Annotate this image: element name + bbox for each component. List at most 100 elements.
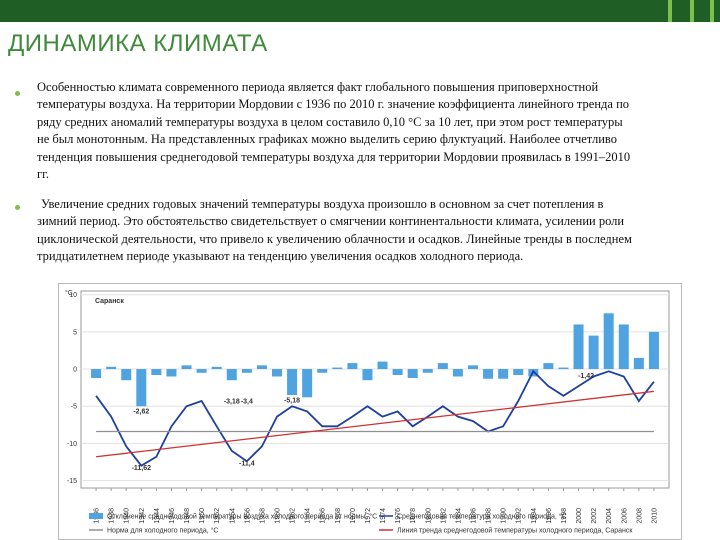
x-tick-label: 1988 (486, 508, 493, 524)
bar (211, 366, 222, 370)
series-line (95, 369, 655, 467)
bar (437, 363, 448, 370)
bar (317, 369, 328, 373)
y-tick-label: 5 (73, 329, 77, 336)
x-tick-label: 1982 (440, 508, 447, 524)
y-tick-label: 10 (69, 292, 77, 299)
x-tick-label: 1970 (350, 508, 357, 524)
x-tick-label: 1948 (184, 508, 191, 524)
bar (377, 361, 388, 370)
chart: 1050-5-10-15°ССаранск1936193819401942194… (58, 283, 682, 540)
bar (121, 369, 132, 381)
bar (166, 369, 177, 377)
location-label: Саранск (95, 298, 124, 305)
x-tick-label: 2004 (606, 508, 613, 524)
stripe (710, 0, 714, 22)
bar (407, 369, 418, 378)
bar (633, 357, 644, 370)
y-tick-label: -5 (71, 404, 77, 411)
x-tick-label: 1992 (516, 508, 523, 524)
y-tick-label: -15 (67, 478, 77, 485)
x-tick-label: 1980 (425, 508, 432, 524)
x-tick-label: 1968 (335, 508, 342, 524)
x-tick-label: 1972 (365, 508, 372, 524)
bar (226, 369, 237, 381)
x-tick-label: 1966 (320, 508, 327, 524)
plot-area (80, 290, 670, 489)
series-line (96, 390, 654, 458)
x-tick-label: 1994 (531, 508, 538, 524)
bullet-text: Увеличение средних годовых значений темп… (37, 197, 632, 264)
y-unit: °С (65, 289, 73, 297)
x-tick-label: 2000 (576, 508, 583, 524)
bar (136, 369, 147, 407)
x-tick-label: 1978 (410, 508, 417, 524)
x-tick-label: 2006 (621, 508, 628, 524)
x-tick-label: 2002 (591, 508, 598, 524)
bar (483, 369, 494, 379)
annotation: -2,62 (133, 409, 149, 416)
x-tick-label: 1958 (259, 508, 266, 524)
legend-label: Норма для холодного периода, °С (107, 527, 219, 535)
bar (498, 369, 509, 379)
x-tick-label: 1996 (546, 508, 553, 524)
bar (196, 369, 207, 373)
bullet-dot (15, 91, 20, 96)
x-tick-label: 2010 (651, 508, 658, 524)
legend-label: Линия тренда среднегодовой температуры х… (397, 527, 633, 535)
bar (618, 324, 629, 370)
bar (256, 365, 267, 370)
bar (91, 369, 102, 378)
bar (272, 369, 282, 377)
bullet-text: Особенностью климата современного период… (37, 80, 631, 182)
annotation: -3,18 (224, 398, 240, 405)
bar (287, 369, 298, 396)
legend-label: Отклонение среднегодовой температуры воз… (107, 513, 377, 521)
bar (181, 365, 192, 370)
annotation: -1,42 (578, 373, 594, 380)
y-tick-label: -10 (67, 441, 77, 448)
bar (422, 369, 433, 373)
x-tick-label: 1938 (109, 508, 116, 524)
x-tick-label: 1998 (561, 508, 568, 524)
x-tick-label: 1946 (169, 508, 176, 524)
bar (151, 369, 162, 376)
bar (573, 324, 584, 370)
bar (332, 367, 343, 370)
x-tick-label: 1952 (214, 508, 221, 524)
bar (558, 367, 569, 370)
annotation: -11,62 (132, 465, 152, 472)
bar (543, 363, 554, 370)
legend-label: Среднегодовая температура холодного пери… (397, 513, 567, 521)
bar (513, 369, 524, 376)
x-tick-label: 1990 (501, 508, 508, 524)
x-tick-label: 1986 (471, 508, 478, 524)
x-tick-label: 1940 (124, 508, 131, 524)
bar (302, 369, 313, 398)
bar (241, 369, 252, 373)
stripe (668, 0, 672, 22)
bar (362, 369, 373, 381)
annotation: -3,4 (241, 398, 253, 405)
annotation: -11,4 (239, 461, 255, 468)
bar (648, 331, 659, 370)
x-tick-label: 1964 (305, 508, 312, 524)
x-tick-label: 1984 (455, 508, 462, 524)
stripe (690, 0, 694, 22)
bar (452, 369, 463, 377)
legend-swatch (89, 513, 103, 519)
x-tick-label: 1942 (139, 508, 146, 524)
annotation: -5,18 (284, 398, 300, 405)
bar (588, 335, 599, 370)
y-tick-label: 0 (73, 367, 77, 374)
x-tick-label: 1976 (395, 508, 402, 524)
bar (106, 366, 117, 370)
x-tick-label: 1950 (199, 508, 206, 524)
x-tick-label: 1954 (229, 508, 236, 524)
bar (468, 365, 478, 370)
bullet-dot (15, 205, 20, 210)
x-tick-label: 1962 (290, 508, 297, 524)
x-tick-label: 1944 (154, 508, 161, 524)
x-tick-label: 1960 (275, 508, 282, 524)
